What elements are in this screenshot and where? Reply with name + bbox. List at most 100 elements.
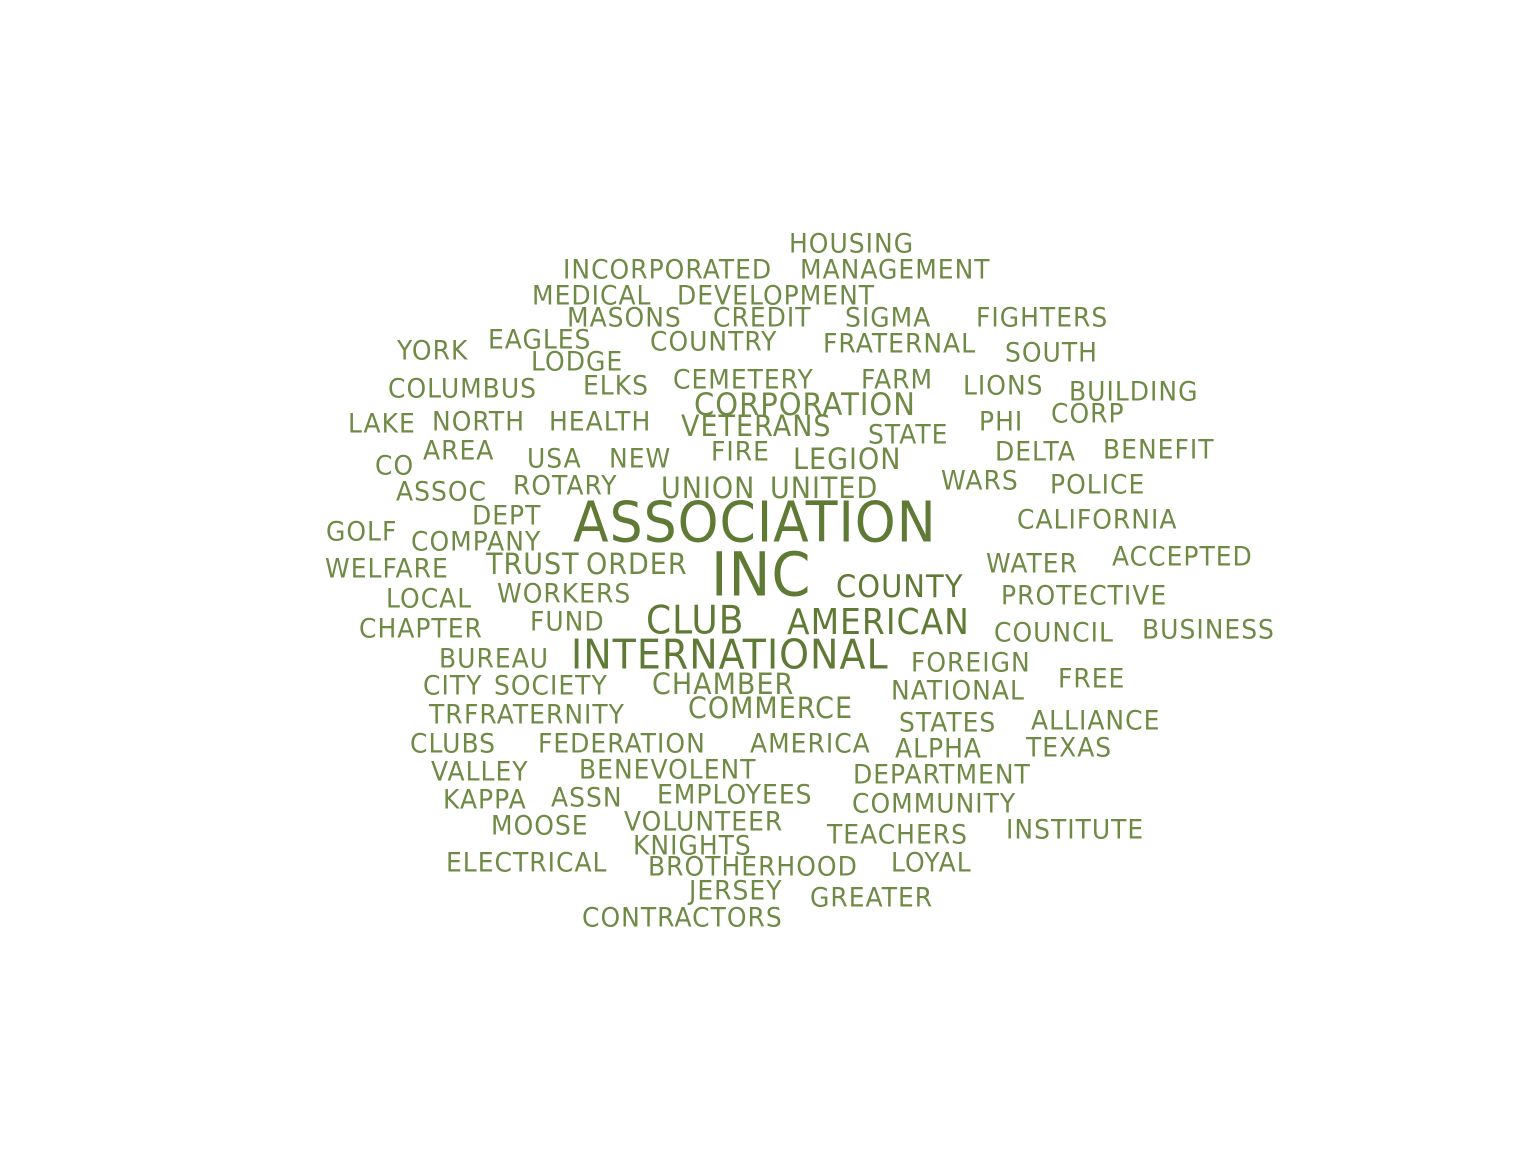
word-cloud-word: SIGMA xyxy=(845,301,932,334)
word-cloud-word: NORTH xyxy=(432,405,526,438)
word-cloud-word: CLUBS xyxy=(410,727,497,760)
word-cloud-word: SOUTH xyxy=(1005,336,1098,369)
word-cloud-word: LOCAL xyxy=(386,582,473,615)
word-cloud-word: VETERANS xyxy=(681,409,832,444)
word-cloud-word: CEMETERY xyxy=(673,363,814,396)
word-cloud-word: CLUB xyxy=(646,598,745,644)
word-cloud-word: BUILDING xyxy=(1069,375,1199,408)
word-cloud-word: COUNCIL xyxy=(994,616,1114,649)
word-cloud-word: CO xyxy=(375,449,415,482)
word-cloud-word: DEVELOPMENT xyxy=(677,279,876,312)
word-cloud-word: CREDIT xyxy=(713,301,812,334)
word-cloud-word: CONTRACTORS xyxy=(582,901,783,934)
word-cloud-word: UNITED xyxy=(770,471,879,506)
word-cloud-word: CHAPTER xyxy=(359,612,483,645)
word-cloud-word: CITY xyxy=(423,669,483,702)
word-cloud-word: COMMUNITY xyxy=(852,787,1017,820)
word-cloud-word: PROTECTIVE xyxy=(1001,579,1168,612)
word-cloud-word: TRUST xyxy=(486,547,580,582)
word-cloud-word: ASSOC xyxy=(396,475,487,508)
word-cloud-word: JERSEY xyxy=(689,874,783,907)
word-cloud-word: BROTHERHOOD xyxy=(648,850,858,883)
word-cloud-word: NEW xyxy=(609,442,672,475)
word-cloud-word: FREE xyxy=(1058,662,1126,695)
word-cloud-word: AREA xyxy=(423,434,495,467)
word-cloud-word: KNIGHTS xyxy=(633,829,752,862)
word-cloud-word: MASONS xyxy=(567,301,682,334)
word-cloud-word: FARM xyxy=(861,363,934,396)
word-cloud-word: TR xyxy=(429,698,464,731)
word-cloud-word: WELFARE xyxy=(325,552,449,585)
word-cloud-word: ELECTRICAL xyxy=(446,846,608,879)
word-cloud-word: COUNTY xyxy=(836,567,964,605)
word-cloud-word: EAGLES xyxy=(488,323,592,356)
word-cloud-word: LODGE xyxy=(531,345,624,378)
word-cloud-word: BENEFIT xyxy=(1103,433,1215,466)
word-cloud-word: PHI xyxy=(979,405,1024,438)
word-cloud-word: DEPARTMENT xyxy=(853,758,1031,791)
word-cloud-word: NATIONAL xyxy=(891,674,1025,707)
word-cloud-word: LIONS xyxy=(963,369,1044,402)
word-cloud-word: ASSOCIATION xyxy=(573,490,937,556)
word-cloud-word: COUNTRY xyxy=(650,325,778,358)
word-cloud-word: STATE xyxy=(868,418,949,451)
word-cloud-word: WATER xyxy=(986,547,1078,580)
word-cloud-word: MOOSE xyxy=(491,809,589,842)
word-cloud-word: ORDER xyxy=(586,547,688,582)
word-cloud-word: MEDICAL xyxy=(532,279,652,312)
word-cloud-word: ASSN xyxy=(551,781,623,814)
word-cloud-word: CORPORATION xyxy=(694,385,916,423)
word-cloud-word: FEDERATION xyxy=(538,727,706,760)
word-cloud-word: ELKS xyxy=(583,369,649,402)
word-cloud-word: BUREAU xyxy=(439,642,550,675)
word-cloud-word: COMMERCE xyxy=(688,691,854,726)
word-cloud-word: DELTA xyxy=(995,435,1076,468)
word-cloud-word: AMERICA xyxy=(750,727,871,760)
word-cloud-word: FRATERNITY xyxy=(464,698,625,731)
word-cloud-word: LOYAL xyxy=(891,846,972,879)
word-cloud-word: WARS xyxy=(941,464,1019,497)
word-cloud-word: UNION xyxy=(661,471,756,506)
word-cloud-word: LAKE xyxy=(348,407,416,440)
word-cloud-word: WORKERS xyxy=(497,577,632,610)
word-cloud-word: FRATERNAL xyxy=(823,327,977,360)
word-cloud-word: DEPT xyxy=(472,499,542,532)
word-cloud-word: SOCIETY xyxy=(494,669,608,702)
word-cloud-word: TEACHERS xyxy=(827,818,969,851)
word-cloud-word: ALPHA xyxy=(895,732,983,765)
word-cloud-word: EMPLOYEES xyxy=(657,778,813,811)
word-cloud-word: CALIFORNIA xyxy=(1017,503,1178,536)
word-cloud-word: FUND xyxy=(530,605,605,638)
word-cloud-word: ROTARY xyxy=(513,469,618,502)
word-cloud-word: ACCEPTED xyxy=(1112,540,1253,573)
word-cloud-word: COMPANY xyxy=(411,525,542,558)
word-cloud-word: VOLUNTEER xyxy=(624,805,784,838)
word-cloud-word: GREATER xyxy=(810,881,934,914)
word-cloud-word: LEGION xyxy=(793,442,902,477)
word-cloud-word: INSTITUTE xyxy=(1006,813,1145,846)
word-cloud-word: HEALTH xyxy=(549,405,652,438)
word-cloud-word: MANAGEMENT xyxy=(800,253,991,286)
word-cloud-word: GOLF xyxy=(326,515,398,548)
word-cloud-word: YORK xyxy=(397,334,469,367)
word-cloud-word: VALLEY xyxy=(431,755,529,788)
word-cloud-word: INCORPORATED xyxy=(563,253,773,286)
word-cloud-word: FIGHTERS xyxy=(976,301,1109,334)
word-cloud-word: BUSINESS xyxy=(1142,613,1275,646)
word-cloud-word: FIRE xyxy=(711,435,770,468)
word-cloud-word: CORP xyxy=(1051,397,1125,430)
word-cloud-word: COLUMBUS xyxy=(388,372,538,405)
word-cloud-word: INC xyxy=(711,540,812,611)
word-cloud-word: INTERNATIONAL xyxy=(571,630,889,679)
word-cloud-word: KAPPA xyxy=(443,783,527,816)
word-cloud-word: AMERICAN xyxy=(787,600,970,643)
word-cloud-word: ALLIANCE xyxy=(1031,704,1161,737)
word-cloud-word: CHAMBER xyxy=(652,667,795,702)
word-cloud-word: TEXAS xyxy=(1026,731,1113,764)
word-cloud-word: BENEVOLENT xyxy=(579,753,757,786)
word-cloud-word: FOREIGN xyxy=(911,646,1031,679)
word-cloud-word: USA xyxy=(527,442,582,475)
word-cloud-word: POLICE xyxy=(1050,468,1146,501)
word-cloud-word: HOUSING xyxy=(789,227,915,260)
